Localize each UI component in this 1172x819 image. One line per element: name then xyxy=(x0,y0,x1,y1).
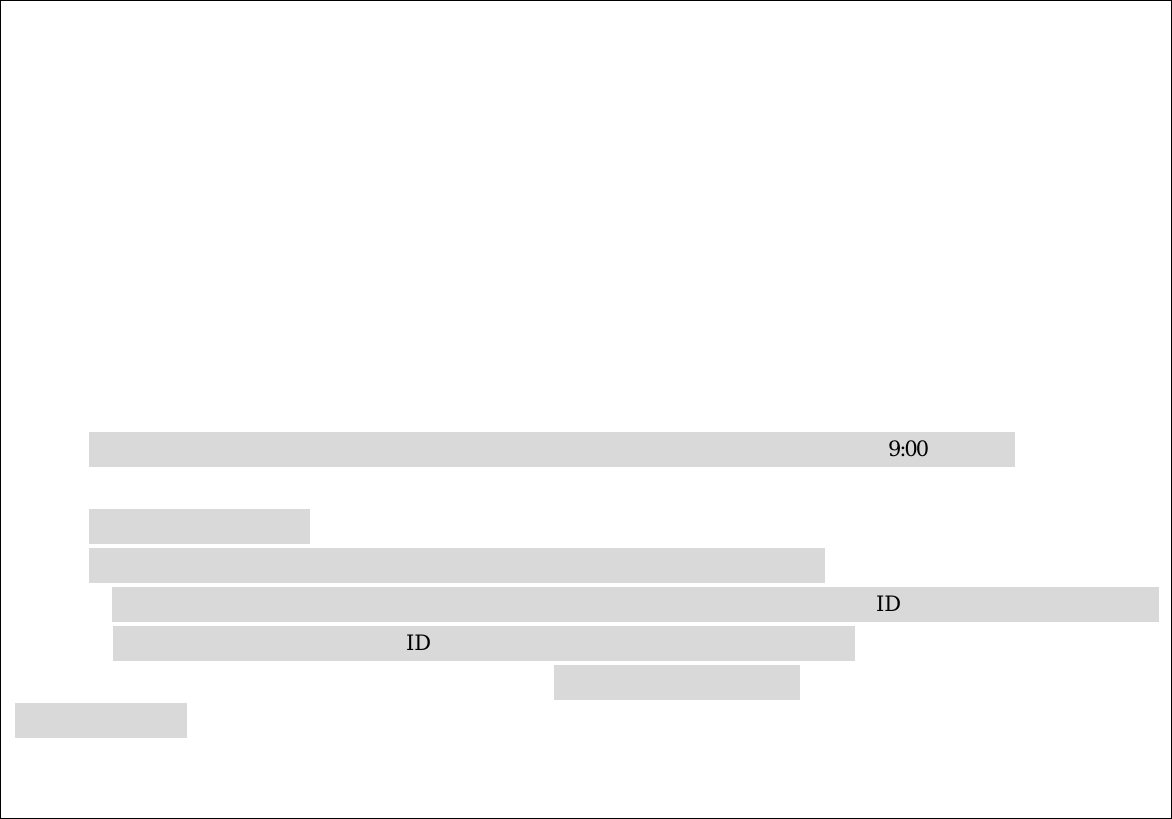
id-label-1: ID xyxy=(876,592,902,616)
time-text: 9:00 xyxy=(888,437,929,461)
redacted-line-2 xyxy=(89,509,310,544)
redacted-line-5 xyxy=(113,626,855,661)
redacted-line-6 xyxy=(554,665,800,700)
redacted-line-7 xyxy=(15,703,187,738)
redacted-line-4 xyxy=(112,587,1159,622)
id-label-2: ID xyxy=(406,631,432,655)
redacted-line-1 xyxy=(89,432,1015,467)
redacted-line-3 xyxy=(89,548,825,583)
